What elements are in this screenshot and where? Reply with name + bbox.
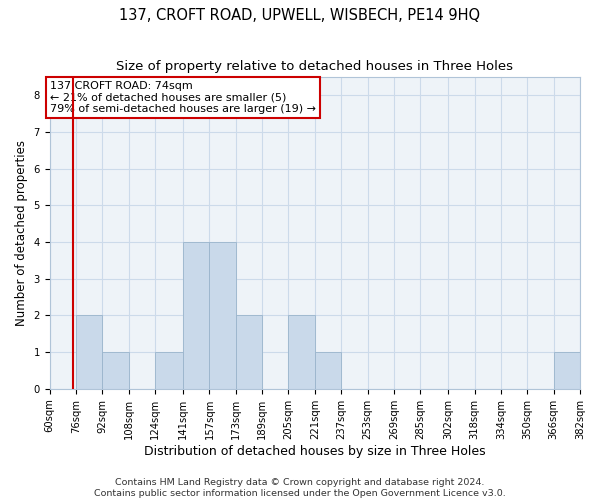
X-axis label: Distribution of detached houses by size in Three Holes: Distribution of detached houses by size … [144,444,485,458]
Text: 137 CROFT ROAD: 74sqm
← 21% of detached houses are smaller (5)
79% of semi-detac: 137 CROFT ROAD: 74sqm ← 21% of detached … [50,80,316,114]
Bar [103,352,129,389]
Text: Contains HM Land Registry data © Crown copyright and database right 2024.
Contai: Contains HM Land Registry data © Crown c… [94,478,506,498]
Bar [236,316,262,389]
Text: 137, CROFT ROAD, UPWELL, WISBECH, PE14 9HQ: 137, CROFT ROAD, UPWELL, WISBECH, PE14 9… [119,8,481,22]
Title: Size of property relative to detached houses in Three Holes: Size of property relative to detached ho… [116,60,514,73]
Y-axis label: Number of detached properties: Number of detached properties [15,140,28,326]
Bar [209,242,236,389]
Bar [315,352,341,389]
Bar [289,316,315,389]
Bar [183,242,209,389]
Bar [76,316,103,389]
Bar [554,352,580,389]
Bar [155,352,183,389]
